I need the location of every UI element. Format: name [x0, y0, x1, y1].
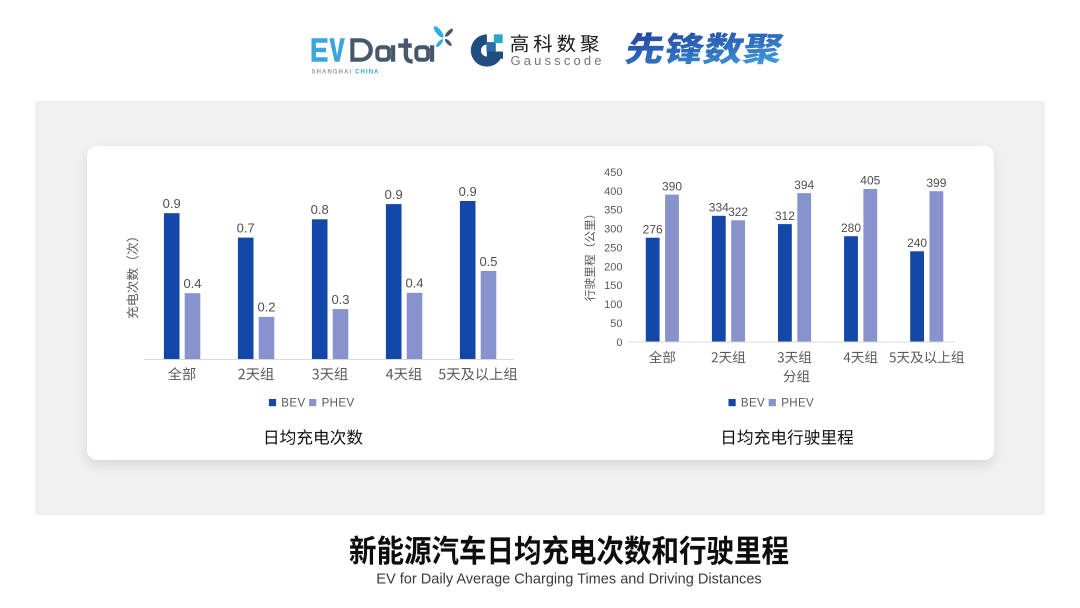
svg-text:0: 0: [616, 337, 622, 349]
svg-text:300: 300: [604, 224, 622, 236]
svg-text:322: 322: [728, 205, 748, 219]
svg-text:0.5: 0.5: [479, 254, 497, 269]
svg-text:SHANGHAI CHINA: SHANGHAI CHINA: [312, 69, 380, 75]
svg-text:240: 240: [907, 236, 927, 250]
svg-text:0.9: 0.9: [459, 184, 477, 199]
svg-text:0.4: 0.4: [405, 276, 423, 291]
svg-text:200: 200: [604, 261, 622, 273]
svg-text:BEV: BEV: [281, 397, 305, 409]
svg-text:276: 276: [643, 222, 663, 236]
svg-text:400: 400: [604, 186, 622, 198]
svg-text:405: 405: [860, 174, 880, 188]
svg-text:250: 250: [604, 242, 622, 254]
svg-text:0.9: 0.9: [163, 196, 181, 211]
svg-text:312: 312: [775, 209, 795, 223]
svg-text:399: 399: [926, 176, 946, 190]
svg-text:100: 100: [604, 299, 622, 311]
svg-text:450: 450: [604, 167, 622, 179]
svg-text:0.2: 0.2: [257, 300, 275, 315]
svg-text:0.7: 0.7: [237, 220, 255, 235]
svg-text:394: 394: [794, 178, 814, 192]
svg-text:EV for Daily Average Charging: EV for Daily Average Charging Times and …: [376, 572, 761, 588]
svg-text:0.3: 0.3: [331, 292, 349, 307]
svg-text:BEV: BEV: [741, 397, 765, 409]
svg-text:0.4: 0.4: [183, 276, 201, 291]
svg-text:334: 334: [709, 201, 729, 215]
svg-text:PHEV: PHEV: [322, 397, 355, 409]
svg-text:350: 350: [604, 205, 622, 217]
svg-text:0.9: 0.9: [385, 187, 403, 202]
svg-text:280: 280: [841, 221, 861, 235]
svg-text:150: 150: [604, 280, 622, 292]
svg-text:0.8: 0.8: [311, 202, 329, 217]
svg-text:390: 390: [662, 179, 682, 193]
svg-text:PHEV: PHEV: [781, 397, 814, 409]
svg-text:50: 50: [610, 318, 622, 330]
svg-text:Gausscode: Gausscode: [511, 53, 605, 68]
